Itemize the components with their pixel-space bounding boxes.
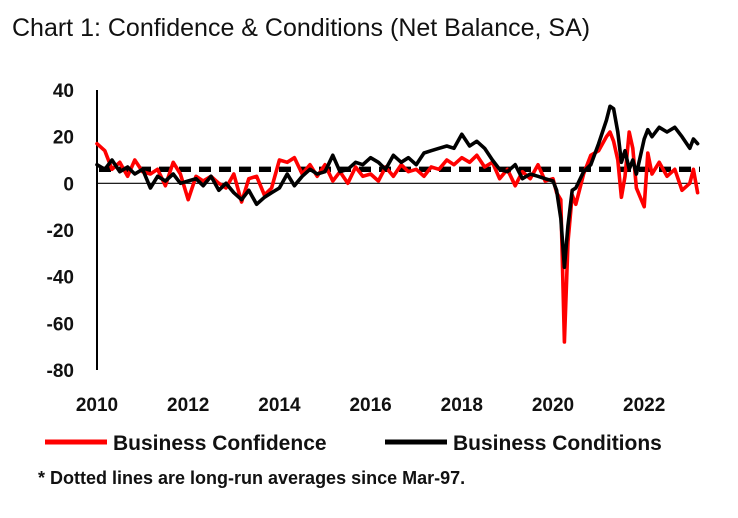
x-tick-label: 2018 [441, 395, 483, 416]
y-tick-label: -20 [47, 221, 74, 242]
x-tick-label: 2014 [258, 395, 301, 416]
y-tick-label: -80 [47, 361, 74, 382]
y-tick-label: 20 [53, 128, 74, 149]
footnote: * Dotted lines are long-run averages sin… [38, 468, 466, 488]
y-tick-label: 0 [63, 174, 74, 195]
y-tick-label: -60 [47, 314, 74, 335]
legend-label: Business Confidence [113, 432, 327, 455]
x-tick-label: 2022 [623, 395, 665, 416]
chart-title: Chart 1: Confidence & Conditions (Net Ba… [12, 14, 591, 42]
business-conditions-line [95, 104, 700, 270]
y-tick-label: 40 [53, 81, 74, 102]
legend-label: Business Conditions [453, 432, 662, 455]
business-confidence-line [95, 130, 700, 344]
x-tick-label: 2020 [532, 395, 574, 416]
y-tick-label: -40 [47, 268, 74, 289]
x-tick-label: 2010 [76, 395, 118, 416]
x-tick-label: 2012 [167, 395, 209, 416]
x-tick-label: 2016 [349, 395, 391, 416]
